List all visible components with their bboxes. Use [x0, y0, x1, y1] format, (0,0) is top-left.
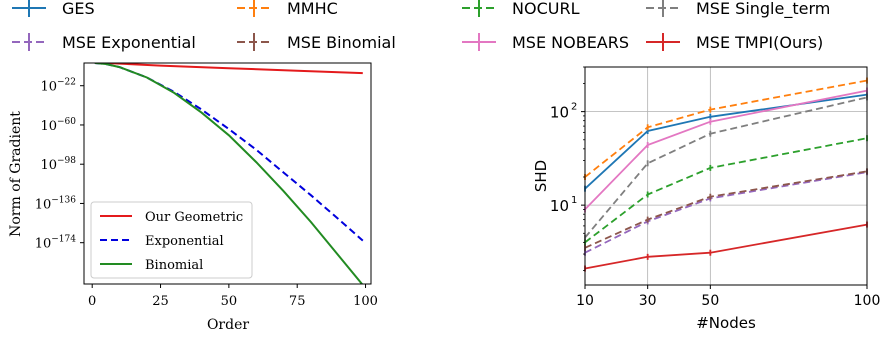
legend-item-mse-tmpi-ours: MSE TMPI(Ours): [646, 33, 823, 52]
y-tick-label: 10−174: [35, 235, 77, 252]
legend-label: NOCURL: [512, 0, 580, 18]
left-legend: Our Geometric Exponential Binomial: [90, 201, 253, 279]
series-line: [584, 79, 868, 178]
series-line: [584, 223, 868, 270]
y-tick-exponent: 2: [571, 102, 577, 113]
y-tick-label: 10−98: [40, 156, 76, 173]
legend-label: Our Geometric: [145, 210, 243, 225]
series-line-binomial: [94, 63, 364, 284]
legend-item-mse-single-term: MSE Single_term: [646, 0, 830, 19]
right-y-axis-label: SHD: [532, 160, 550, 192]
right-x-axis-label: #Nodes: [696, 314, 756, 332]
legend-label: MSE Single_term: [696, 0, 830, 19]
x-tick-label: 50: [701, 293, 719, 309]
legend-item-exponential: Exponential: [100, 234, 224, 249]
legend-box: [90, 201, 253, 279]
series-line: [584, 89, 868, 211]
legend-item-mse-binomial: MSE Binomial: [237, 33, 396, 52]
legend-item-mse-exponential: MSE Exponential: [12, 33, 196, 52]
legend-item-our-geometric: Our Geometric: [100, 210, 243, 225]
series-line: [584, 171, 868, 254]
y-tick-exponent: 1: [571, 195, 577, 206]
x-tick-label: 100: [854, 293, 881, 309]
legend-label: MSE Exponential: [62, 33, 196, 52]
x-tick-label: 75: [289, 294, 306, 309]
legend-label: Exponential: [145, 234, 224, 249]
gradient-norm-chart: 0 25 50 75 100 10−22 10−60 10−98 10−136 10−174 O…: [8, 62, 378, 333]
x-tick-label: 0: [88, 294, 96, 309]
left-plot-frame: [83, 62, 372, 285]
series-mse-single-term: [584, 94, 868, 241]
x-tick-label: 30: [639, 293, 657, 309]
series-ges: [584, 91, 868, 192]
legend-label: GES: [62, 0, 95, 18]
series-line: [584, 96, 868, 239]
series-line: [584, 137, 868, 244]
x-tick-label: 25: [152, 294, 169, 309]
right-plot-frame: [584, 66, 868, 286]
legend-label: Binomial: [145, 258, 203, 273]
x-tick-label: 100: [353, 294, 378, 309]
legend-item-nocurl: NOCURL: [462, 0, 580, 18]
legend-label: MSE TMPI(Ours): [696, 33, 823, 52]
legend-label: MMHC: [287, 0, 338, 18]
x-tick-label: 50: [221, 294, 238, 309]
y-tick-label: 10−60: [40, 117, 76, 134]
x-tick-label: 10: [576, 293, 594, 309]
legend-label: MSE NOBEARS: [512, 33, 629, 52]
legend-item-binomial: Binomial: [100, 258, 203, 273]
series-line: [584, 93, 868, 190]
y-tick-label: 10: [550, 197, 569, 215]
left-y-axis-label: Norm of Gradient: [8, 111, 24, 237]
series-mse-exponential: [584, 169, 868, 256]
series-mmhc: [584, 77, 868, 180]
y-tick-label: 10: [550, 104, 569, 122]
legend-item-mse-nobears: MSE NOBEARS: [462, 33, 629, 52]
y-tick-label: 10−22: [40, 78, 76, 95]
series-mse-binomial: [584, 168, 868, 251]
series-line-our-geometric: [94, 63, 363, 75]
top-legend: GES MMHC NOCURL MSE Single_term MSE Exponent…: [12, 0, 830, 52]
y-tick-label: 10−136: [35, 195, 77, 212]
legend-item-ges: GES: [12, 0, 95, 18]
legend-label: MSE Binomial: [287, 33, 396, 52]
legend-item-mmhc: MMHC: [237, 0, 338, 18]
left-x-axis-label: Order: [207, 317, 249, 333]
series-line: [584, 170, 868, 249]
